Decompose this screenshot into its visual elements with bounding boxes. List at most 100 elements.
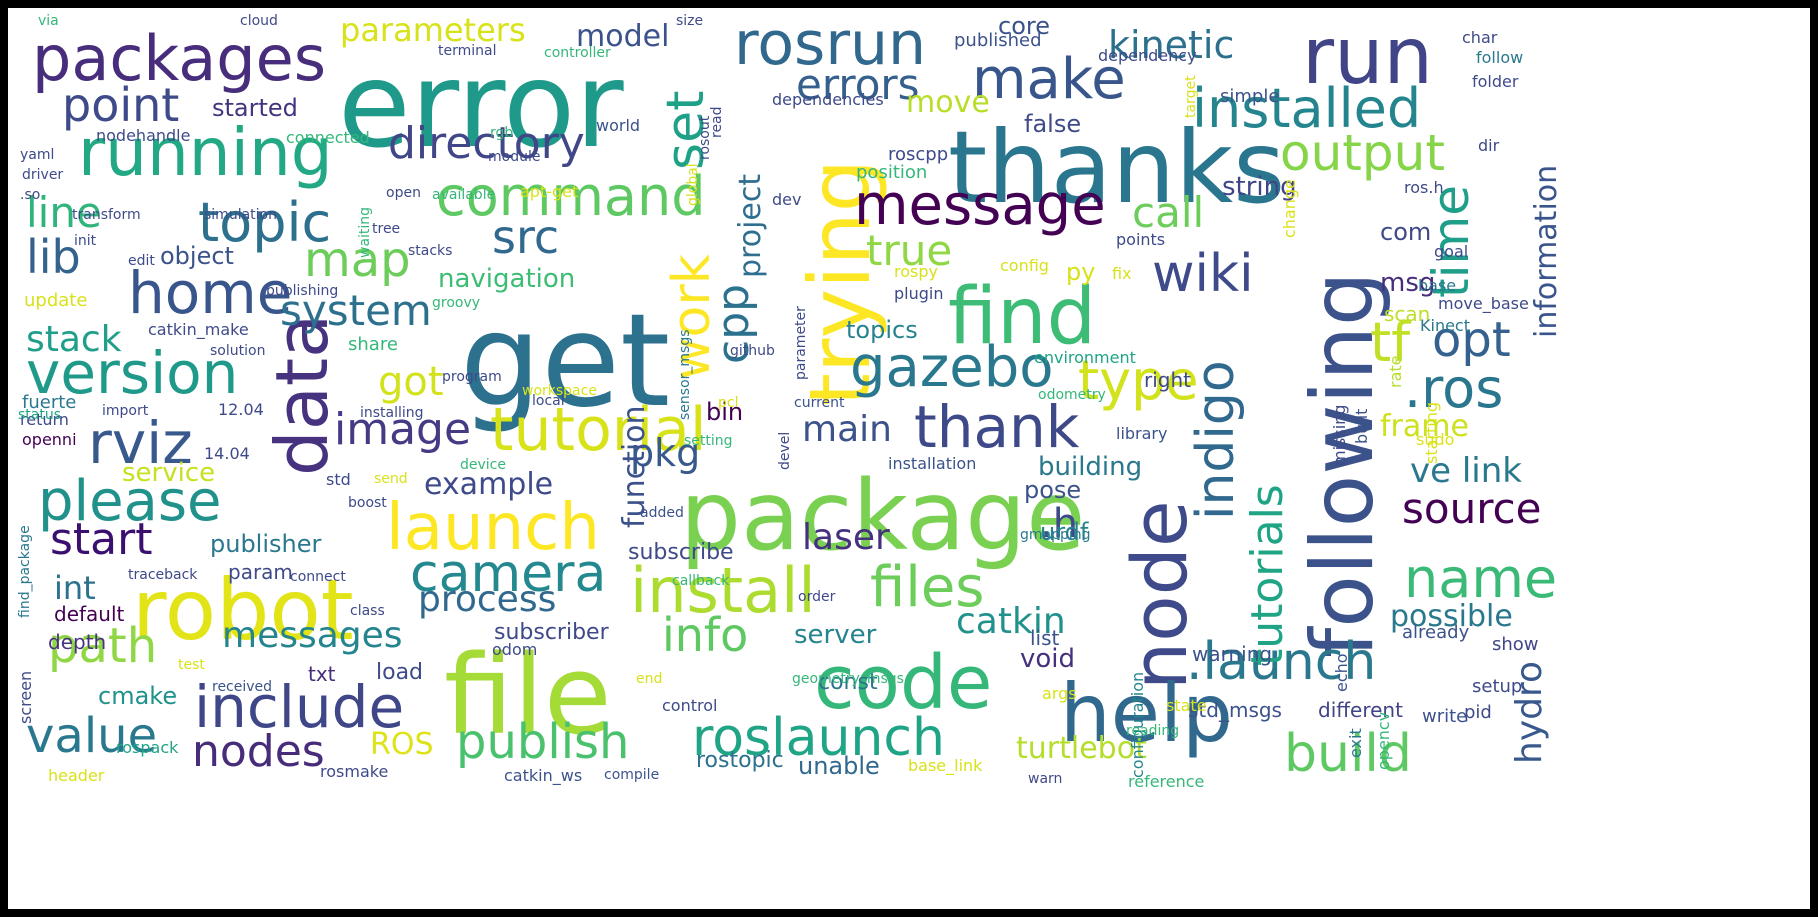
word: driver bbox=[22, 167, 64, 183]
word: tree bbox=[372, 221, 401, 237]
word: built bbox=[1352, 408, 1371, 444]
word: start bbox=[50, 514, 153, 565]
word: info bbox=[662, 608, 749, 662]
word: ros.h bbox=[1404, 178, 1444, 197]
word: turtlebot bbox=[1016, 731, 1147, 766]
word: information bbox=[1529, 164, 1564, 338]
word: reference bbox=[1128, 772, 1205, 791]
word: process bbox=[418, 579, 557, 620]
word: workspace bbox=[522, 383, 597, 399]
word: status bbox=[18, 407, 62, 423]
word: header bbox=[48, 766, 105, 785]
word: global bbox=[685, 163, 701, 206]
word: load bbox=[376, 660, 424, 685]
word: folder bbox=[1472, 72, 1519, 91]
word: src bbox=[492, 210, 560, 264]
word: Kinect bbox=[1420, 316, 1470, 335]
word: fuerte bbox=[22, 392, 77, 413]
word: false bbox=[1024, 110, 1082, 138]
word: pcl bbox=[718, 395, 739, 411]
word: bin bbox=[706, 398, 744, 426]
word: parameter bbox=[793, 306, 809, 380]
word: path bbox=[48, 618, 158, 674]
word: call bbox=[1132, 188, 1205, 237]
word: exit bbox=[1346, 728, 1365, 758]
word: points bbox=[1116, 230, 1166, 249]
word: object bbox=[160, 242, 234, 270]
word: building bbox=[1038, 452, 1143, 482]
word: dependencies bbox=[772, 90, 884, 109]
word: setting bbox=[684, 433, 733, 449]
word: config bbox=[1000, 256, 1049, 275]
word: library bbox=[1116, 424, 1168, 443]
word: run bbox=[1302, 12, 1433, 102]
word: ve link bbox=[1410, 451, 1522, 491]
word: unable bbox=[798, 752, 880, 780]
word: code bbox=[814, 640, 993, 726]
word: dir bbox=[1478, 136, 1500, 155]
word: possible bbox=[1390, 599, 1513, 634]
word: available bbox=[432, 187, 496, 203]
word: installing bbox=[360, 405, 424, 421]
word: topics bbox=[846, 316, 918, 344]
word: catkin bbox=[956, 601, 1066, 642]
word: published bbox=[954, 30, 1042, 51]
word: base bbox=[1418, 276, 1457, 295]
word: frame bbox=[1380, 409, 1469, 444]
word: pkg bbox=[630, 431, 701, 475]
word: param bbox=[228, 560, 293, 584]
word: model bbox=[576, 19, 670, 54]
word: errors bbox=[796, 60, 920, 109]
word: subscriber bbox=[494, 620, 609, 645]
word: traceback bbox=[128, 567, 198, 583]
word: order bbox=[798, 589, 836, 605]
word: send bbox=[374, 471, 408, 487]
word: rviz bbox=[88, 409, 193, 477]
word: tf bbox=[1370, 311, 1411, 374]
word: sensor_msgs bbox=[677, 329, 693, 420]
word: laser bbox=[802, 517, 890, 558]
word: simple bbox=[1220, 86, 1280, 107]
word-cloud: error get package file thanks trying fol… bbox=[8, 8, 1810, 909]
word: get bbox=[460, 287, 671, 436]
word: yaml bbox=[20, 147, 55, 163]
word: cmake bbox=[98, 682, 178, 710]
word: com bbox=[1380, 218, 1432, 246]
word: image bbox=[334, 404, 472, 455]
word: package bbox=[680, 460, 1086, 572]
word: geometry_msgs bbox=[792, 671, 904, 687]
word: position bbox=[856, 162, 928, 183]
word: name bbox=[1404, 547, 1558, 610]
word: plugin bbox=[894, 284, 944, 303]
word: include bbox=[194, 673, 405, 741]
word: publishing bbox=[266, 283, 339, 299]
word: fix bbox=[1112, 264, 1132, 283]
word: warning bbox=[1192, 642, 1273, 666]
word: file bbox=[444, 631, 612, 759]
word: edit bbox=[128, 253, 155, 269]
word: roslaunch bbox=[692, 708, 945, 768]
word: opt bbox=[1432, 312, 1511, 368]
word: test bbox=[178, 657, 205, 673]
word: parameters bbox=[340, 11, 526, 49]
word: depth bbox=[48, 630, 107, 654]
word: devel bbox=[777, 431, 793, 470]
word: .h bbox=[1040, 501, 1079, 547]
word: error bbox=[338, 36, 624, 174]
word: rate bbox=[1386, 355, 1405, 389]
word: string bbox=[1222, 172, 1297, 202]
word: return bbox=[20, 410, 69, 429]
word: char bbox=[1462, 28, 1498, 47]
word: current bbox=[794, 395, 845, 411]
word: cloud bbox=[240, 13, 278, 29]
word: message bbox=[854, 173, 1106, 238]
word: install bbox=[630, 554, 816, 627]
word: init bbox=[74, 233, 97, 249]
word: value bbox=[26, 708, 158, 764]
word: move bbox=[906, 85, 990, 120]
word: tutorial bbox=[490, 395, 707, 465]
word: indigo bbox=[1186, 360, 1246, 520]
word: core bbox=[998, 12, 1050, 40]
word: robot bbox=[132, 561, 354, 659]
word: show bbox=[1492, 634, 1539, 655]
